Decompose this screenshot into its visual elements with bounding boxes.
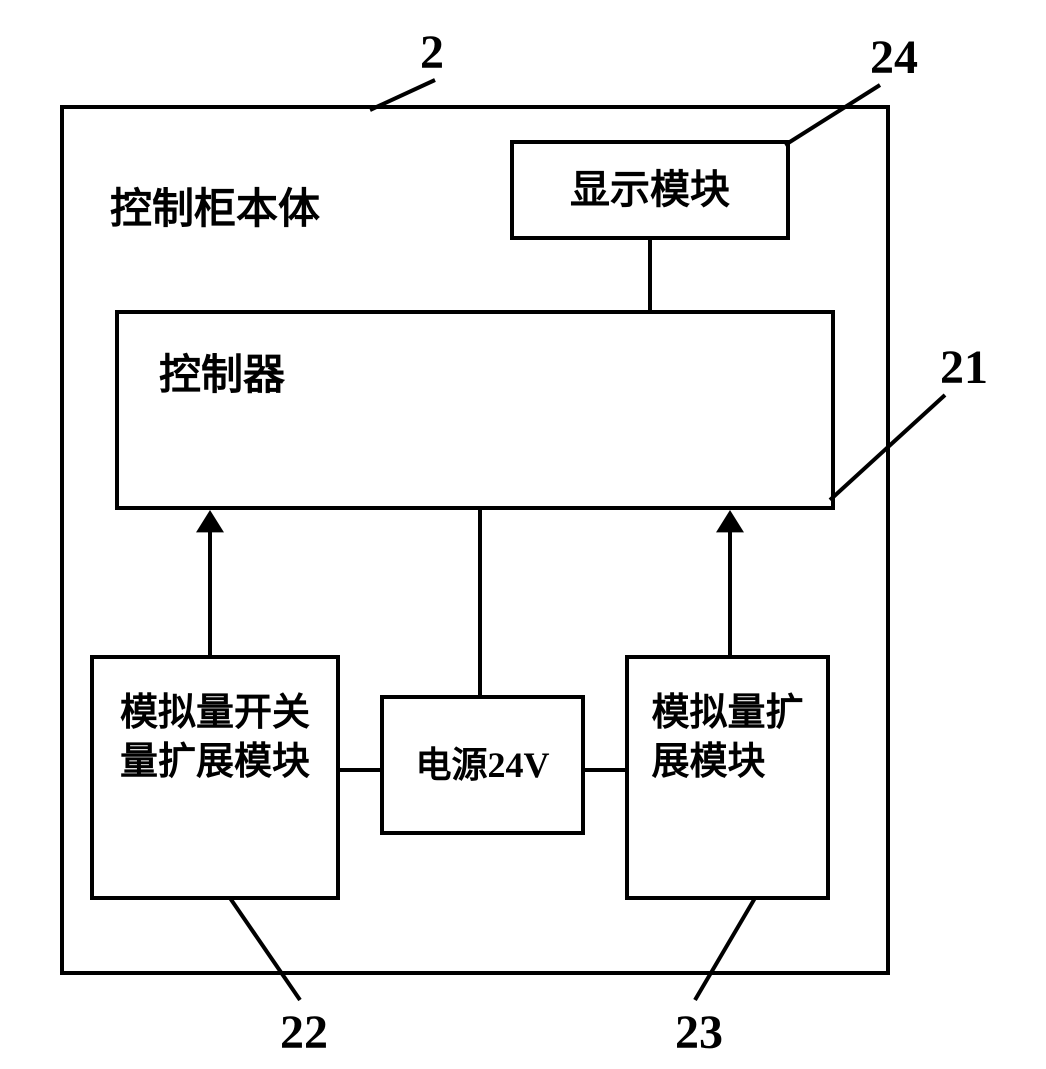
display-module-box: 显示模块 bbox=[510, 140, 790, 240]
ref-label-23: 23 bbox=[675, 1005, 723, 1060]
analog-switch-expansion-label: 模拟量开关 量扩展模块 bbox=[112, 659, 318, 796]
power-24v-box: 电源24V bbox=[380, 695, 585, 835]
analog-expansion-label: 模拟量扩 展模块 bbox=[643, 659, 811, 796]
diagram-container: 控制柜本体 显示模块 控制器 模拟量开关 量扩展模块 电源24V 模拟量扩 展模… bbox=[0, 0, 1046, 1069]
controller-box: 控制器 bbox=[115, 310, 835, 510]
ref-label-2: 2 bbox=[420, 25, 444, 80]
analog-expansion-box: 模拟量扩 展模块 bbox=[625, 655, 830, 900]
power-24v-label: 电源24V bbox=[408, 734, 558, 797]
analog-switch-expansion-box: 模拟量开关 量扩展模块 bbox=[90, 655, 340, 900]
ref-label-24: 24 bbox=[870, 30, 918, 85]
outer-box-label: 控制柜本体 bbox=[110, 175, 320, 236]
ref-label-22: 22 bbox=[280, 1005, 328, 1060]
display-module-label: 显示模块 bbox=[562, 156, 738, 224]
controller-label: 控制器 bbox=[119, 314, 325, 439]
ref-label-21: 21 bbox=[940, 340, 988, 395]
